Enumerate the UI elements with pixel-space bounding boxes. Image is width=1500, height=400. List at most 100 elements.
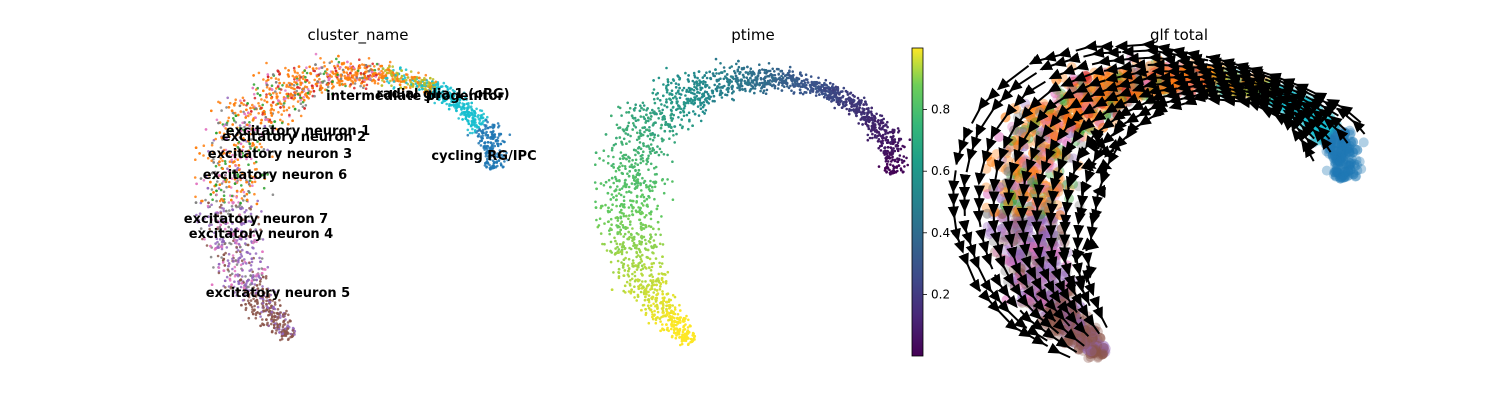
cell-point bbox=[648, 257, 652, 261]
cell-point bbox=[275, 92, 278, 95]
cell-point bbox=[272, 91, 275, 95]
cell-point bbox=[622, 199, 626, 202]
cell-point bbox=[260, 98, 263, 101]
cell-point bbox=[642, 144, 645, 148]
cell-point bbox=[406, 76, 410, 79]
cell-point bbox=[692, 71, 696, 75]
cell-point bbox=[496, 122, 500, 125]
cell-point bbox=[292, 84, 296, 87]
cell-point bbox=[239, 110, 243, 113]
cell-point bbox=[889, 141, 893, 144]
cell-point bbox=[735, 62, 738, 66]
cell-point bbox=[466, 128, 470, 132]
cell-point bbox=[659, 329, 662, 333]
cell-point bbox=[614, 216, 618, 220]
cell-point bbox=[256, 311, 259, 314]
cell-point bbox=[212, 176, 215, 180]
cell-point bbox=[212, 150, 215, 154]
cell-point bbox=[633, 179, 637, 183]
cell-point bbox=[869, 129, 873, 133]
cell-point bbox=[194, 195, 197, 199]
cell-point bbox=[639, 154, 643, 158]
cell-point bbox=[664, 280, 668, 283]
cell-point bbox=[287, 122, 290, 126]
cell-point bbox=[486, 144, 489, 148]
cell-point bbox=[257, 102, 260, 105]
cell-point bbox=[660, 103, 663, 106]
cell-point bbox=[198, 152, 201, 155]
cell-point bbox=[734, 74, 738, 78]
cell-point bbox=[845, 107, 848, 111]
cell-point bbox=[494, 139, 498, 142]
cell-point bbox=[639, 115, 643, 118]
cell-point bbox=[663, 272, 666, 276]
cell-point bbox=[706, 93, 710, 96]
cell-point bbox=[638, 129, 642, 132]
cell-point bbox=[598, 157, 601, 160]
cell-point bbox=[651, 189, 654, 192]
cell-point bbox=[278, 322, 282, 326]
cell-point bbox=[222, 194, 226, 197]
panel-cluster-name: cluster_name radial glia 1 (oRG)intermed… bbox=[184, 26, 537, 342]
cell-point bbox=[626, 273, 630, 276]
cell-point bbox=[804, 73, 808, 76]
cell-point bbox=[373, 68, 377, 72]
cell-point bbox=[679, 123, 682, 127]
cell-point bbox=[603, 242, 606, 246]
cell-point bbox=[245, 287, 248, 291]
cell-point bbox=[209, 244, 212, 248]
cell-point bbox=[385, 71, 389, 75]
cell-point bbox=[595, 218, 598, 222]
cell-point bbox=[262, 89, 265, 93]
cell-point bbox=[300, 90, 304, 94]
cell-point bbox=[399, 80, 403, 83]
cell-point bbox=[266, 306, 270, 310]
cell-point bbox=[332, 72, 336, 76]
cell-point bbox=[661, 290, 664, 293]
cell-point bbox=[252, 246, 255, 250]
cell-point bbox=[354, 71, 358, 74]
cell-point bbox=[615, 242, 619, 245]
cell-point bbox=[800, 79, 804, 83]
cell-point bbox=[635, 232, 639, 235]
cell-point bbox=[780, 81, 784, 84]
cell-point bbox=[630, 203, 633, 207]
cell-point bbox=[338, 83, 342, 87]
cell-point bbox=[234, 259, 238, 262]
cell-point bbox=[875, 112, 878, 116]
cell-point bbox=[313, 78, 317, 82]
cell-point bbox=[882, 150, 886, 153]
cell-point bbox=[635, 173, 639, 176]
cell-point bbox=[622, 245, 625, 248]
cell-point bbox=[652, 79, 655, 82]
cell-point bbox=[672, 328, 676, 332]
cell-point bbox=[625, 157, 628, 161]
cell-point bbox=[610, 148, 614, 152]
cell-point bbox=[665, 304, 668, 308]
cell-point bbox=[262, 109, 266, 113]
cell-point bbox=[718, 82, 721, 86]
cell-point bbox=[702, 103, 706, 107]
cell-point bbox=[881, 121, 885, 124]
cell-point bbox=[248, 269, 251, 273]
cell-point bbox=[889, 163, 892, 166]
cell-point bbox=[630, 277, 634, 281]
cell-point bbox=[272, 323, 276, 327]
cell-point bbox=[261, 304, 265, 308]
cell-point bbox=[824, 93, 828, 96]
cell-point bbox=[411, 82, 415, 86]
cell-point bbox=[622, 214, 626, 218]
cell-point bbox=[658, 242, 662, 246]
cell-point bbox=[194, 158, 197, 161]
cell-point bbox=[879, 149, 883, 152]
cell-point bbox=[654, 112, 658, 115]
cell-point bbox=[341, 83, 345, 86]
cell-point bbox=[670, 327, 673, 331]
cell-point bbox=[866, 138, 870, 142]
cell-point bbox=[291, 74, 295, 78]
cell-point bbox=[839, 90, 843, 93]
cell-point bbox=[233, 269, 237, 273]
cell-point bbox=[605, 249, 609, 252]
cell-point bbox=[226, 167, 229, 170]
cell-point bbox=[633, 285, 636, 289]
